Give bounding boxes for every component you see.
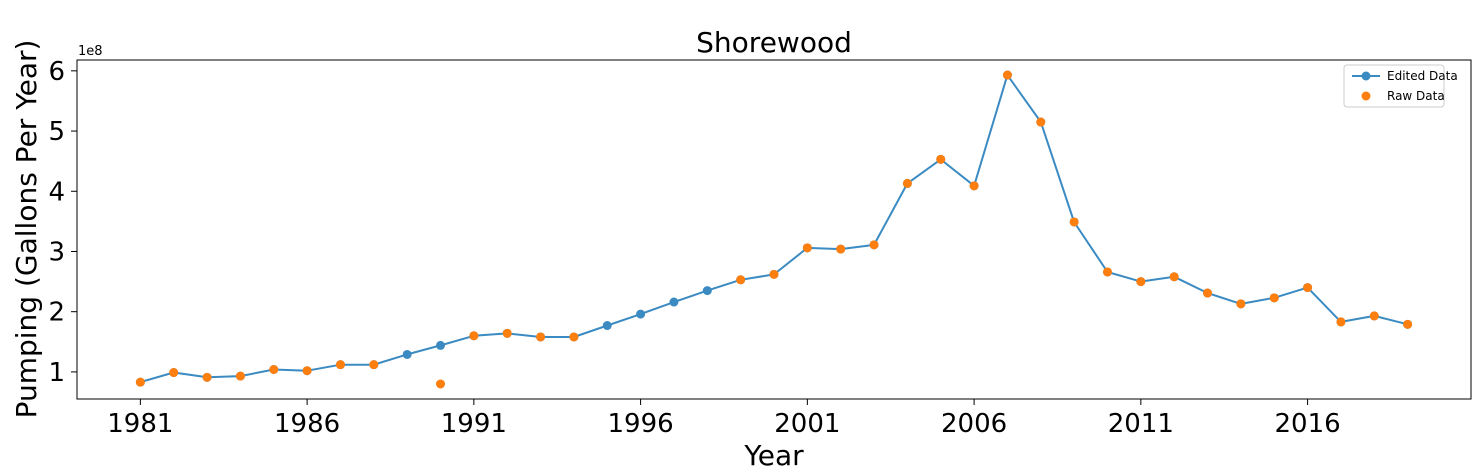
raw-data-point xyxy=(369,360,379,370)
edited-data-point xyxy=(436,340,446,350)
edited-data-point xyxy=(702,286,712,296)
raw-data-point xyxy=(836,244,846,254)
raw-data-point xyxy=(335,360,345,370)
edited-data-point xyxy=(602,321,612,331)
x-tick-label: 2016 xyxy=(1275,409,1341,439)
legend-raw-marker xyxy=(1361,91,1371,101)
y-tick-label: 3 xyxy=(48,237,65,267)
edited-data-line xyxy=(140,74,1408,384)
raw-data-point xyxy=(569,332,579,342)
y-tick-label: 4 xyxy=(48,177,65,207)
x-tick-label: 2001 xyxy=(774,409,840,439)
raw-data-point xyxy=(1069,217,1079,227)
y-axis-label: Pumping (Gallons Per Year) xyxy=(10,40,43,419)
plot-area xyxy=(135,70,1413,389)
raw-data-point xyxy=(769,269,779,279)
y-tick-label: 6 xyxy=(48,57,65,87)
raw-data-point xyxy=(1136,277,1146,287)
raw-data-point xyxy=(502,328,512,338)
raw-data-point xyxy=(1269,293,1279,303)
y-tick-label: 2 xyxy=(48,298,65,328)
edited-data-point xyxy=(669,297,679,307)
x-tick-label: 1981 xyxy=(107,409,173,439)
chart-title: Shorewood xyxy=(696,26,852,59)
raw-data-point xyxy=(1036,117,1046,127)
y-offset-label: 1e8 xyxy=(78,44,103,59)
legend-raw-label: Raw Data xyxy=(1387,89,1445,103)
y-tick-label: 5 xyxy=(48,117,65,147)
raw-data-point xyxy=(902,178,912,188)
raw-data-point xyxy=(269,364,279,374)
raw-data-point xyxy=(135,377,145,387)
x-tick-label: 1986 xyxy=(274,409,340,439)
raw-data-point xyxy=(802,243,812,253)
axis-ticks: 1981 1986 1991 1996 2001 2006 2011 2016 1 2 3 4 5 6 xyxy=(48,57,1340,439)
raw-data-point xyxy=(235,371,245,381)
raw-data-point xyxy=(1002,70,1012,80)
raw-data-point xyxy=(1236,299,1246,309)
raw-data-point xyxy=(1303,283,1313,293)
raw-data-point xyxy=(302,366,312,376)
raw-data-point xyxy=(169,368,179,378)
raw-data-point xyxy=(1369,311,1379,321)
raw-data-point xyxy=(536,332,546,342)
x-tick-label: 1991 xyxy=(441,409,507,439)
raw-data-point xyxy=(1336,317,1346,327)
raw-data-point xyxy=(936,154,946,164)
raw-data-point xyxy=(969,181,979,191)
legend-edited-marker xyxy=(1361,71,1371,81)
legend-edited-label: Edited Data xyxy=(1387,69,1458,83)
x-tick-label: 2011 xyxy=(1108,409,1174,439)
raw-data-point xyxy=(869,240,879,250)
x-tick-label: 1996 xyxy=(608,409,674,439)
y-tick-label: 1 xyxy=(48,358,65,388)
x-axis-label: Year xyxy=(743,439,804,472)
raw-data-point xyxy=(202,372,212,382)
x-tick-label: 2006 xyxy=(941,409,1007,439)
legend: Edited Data Raw Data xyxy=(1343,64,1458,108)
edited-data-point xyxy=(402,349,412,359)
raw-data-point xyxy=(469,331,479,341)
raw-data-point xyxy=(1102,267,1112,277)
raw-data-point xyxy=(1203,288,1213,298)
raw-data-point xyxy=(736,275,746,285)
raw-data-point xyxy=(1169,272,1179,282)
raw-data-point xyxy=(436,379,446,389)
raw-data-point xyxy=(1403,319,1413,329)
plot-frame xyxy=(76,59,1472,400)
edited-data-point xyxy=(636,309,646,319)
